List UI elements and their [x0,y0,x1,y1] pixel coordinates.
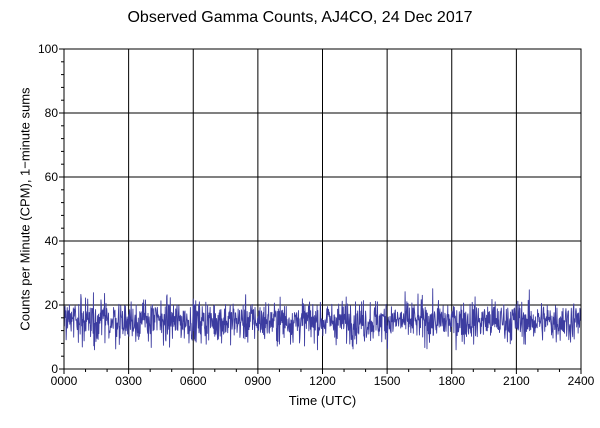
x-tick-label: 0900 [245,374,272,388]
minor-ticks [59,48,582,374]
x-tick-label: 2400 [568,374,595,388]
x-tick-label: 1200 [309,374,336,388]
x-axis-label: Time (UTC) [288,393,357,408]
y-tick-label: 40 [45,234,59,248]
x-tick-label: 1500 [374,374,401,388]
x-tick-label: 0000 [51,374,78,388]
chart-title: Observed Gamma Counts, AJ4CO, 24 Dec 201… [127,9,473,26]
x-tick-label: 0600 [180,374,207,388]
x-tick-labels: 0000 0300 0600 0900 1200 1500 1800 2100 2400 [51,374,595,388]
y-tick-label: 60 [45,170,59,184]
y-axis-label: Counts per Minute (CPM), 1−minute sums [17,87,33,331]
y-tick-label: 80 [45,106,59,120]
y-tick-label: 100 [38,42,58,56]
x-tick-label: 1800 [438,374,465,388]
y-tick-label: 20 [45,298,59,312]
x-tick-label: 2100 [503,374,530,388]
y-tick-label: 0 [51,362,58,376]
y-tick-labels: 0 20 40 60 80 100 [38,42,58,376]
grid [64,49,581,369]
series-layer [63,288,582,351]
series-line-gamma-counts [63,288,582,351]
x-tick-label: 0300 [115,374,142,388]
